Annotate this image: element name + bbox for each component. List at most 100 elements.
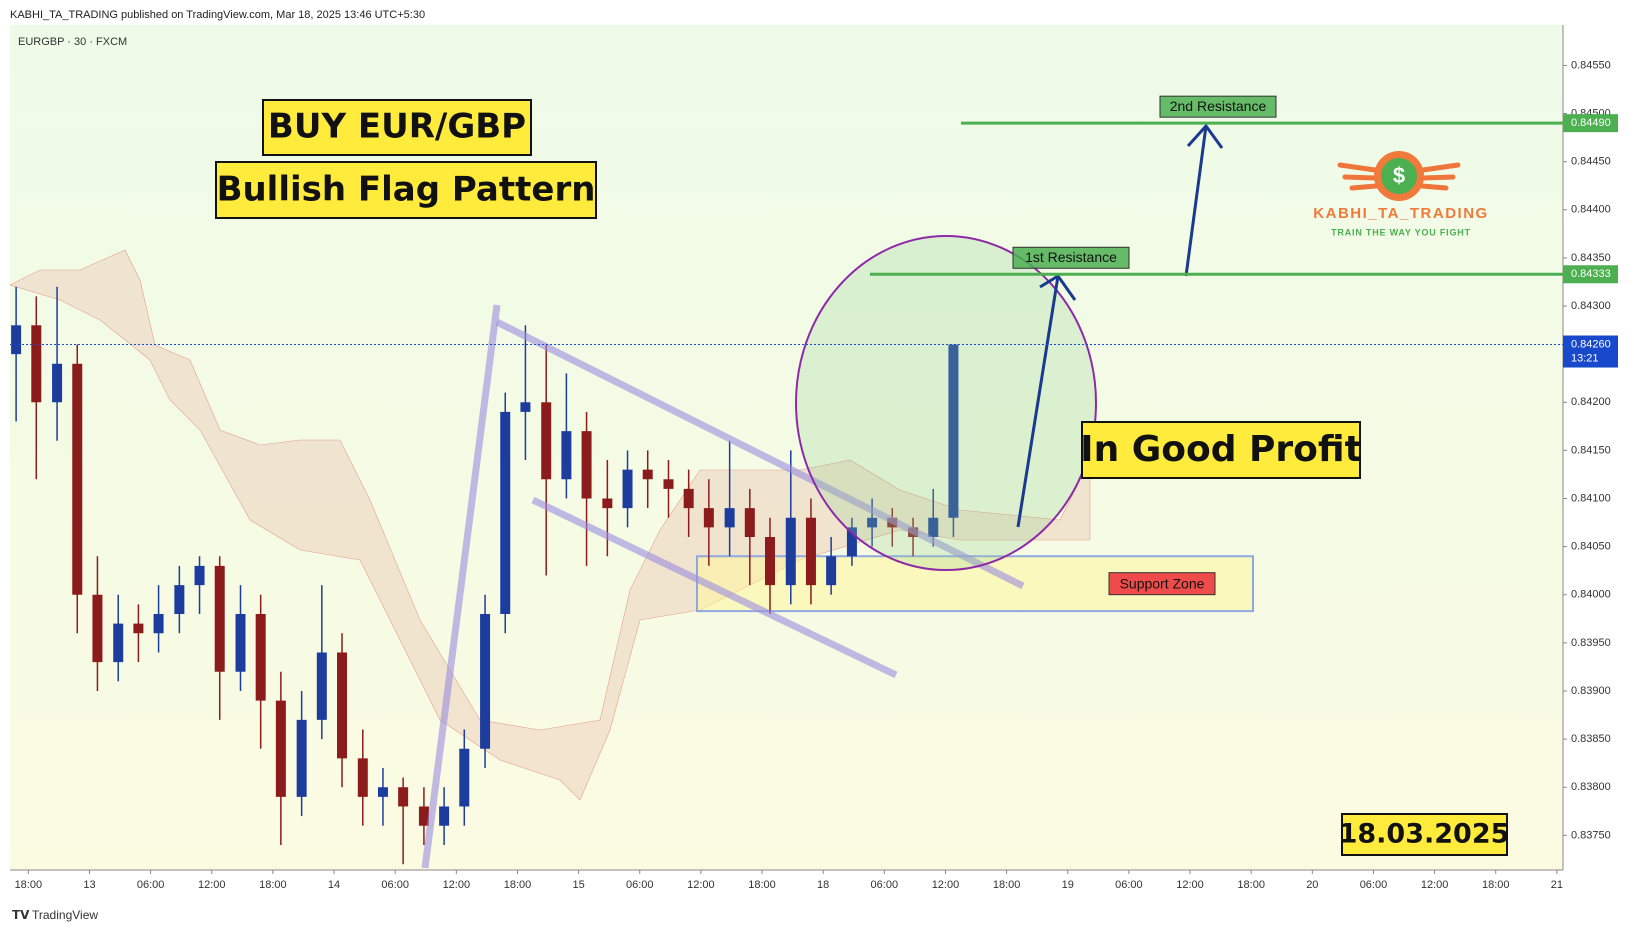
x-tick-label: 06:00: [1115, 879, 1143, 891]
candle-body: [72, 363, 83, 595]
candle-body: [296, 719, 307, 797]
pattern-box: [215, 161, 597, 219]
level-axis-label: 0.84490: [1571, 117, 1611, 129]
x-tick-label: 18:00: [1237, 879, 1265, 891]
x-tick-label: 18:00: [993, 879, 1021, 891]
logo-wings: [1337, 162, 1461, 191]
x-tick-label: 06:00: [626, 879, 654, 891]
candle-body: [500, 411, 511, 614]
resistance-label: 1st Resistance: [1025, 249, 1117, 265]
current-price-label: 0.84260: [1571, 338, 1611, 350]
headline-box: [262, 99, 532, 156]
headline: BUY EUR/GBP: [268, 107, 526, 147]
x-tick-label: 18: [817, 879, 829, 891]
candle-body: [948, 344, 959, 518]
x-tick-label: 12:00: [1176, 879, 1204, 891]
x-tick-label: 13: [83, 879, 95, 891]
candle-body: [805, 517, 816, 586]
logo: $ KABHI_TA_TRADING TRAIN THE WAY YOU FIG…: [1313, 151, 1488, 237]
candle-body: [602, 498, 613, 509]
y-tick-label: 0.83950: [1571, 637, 1611, 649]
x-tick-label: 18:00: [259, 879, 287, 891]
candle-body: [724, 508, 735, 528]
candle-body: [642, 469, 653, 480]
level-axis-label: 0.84333: [1571, 268, 1611, 280]
logo-coin: [1381, 158, 1417, 194]
current-price-box: [1563, 335, 1618, 368]
candle-body: [316, 652, 327, 720]
arrow-1: [1016, 273, 1077, 528]
x-tick-label: 20: [1306, 879, 1318, 891]
candle-body: [867, 517, 878, 528]
y-tick-label: 0.84150: [1571, 444, 1611, 456]
logo-tagline: TRAIN THE WAY YOU FIGHT: [1331, 227, 1471, 237]
y-tick-label: 0.84400: [1571, 204, 1611, 216]
x-tick-label: 12:00: [198, 879, 226, 891]
candle-body: [153, 613, 164, 634]
x-tick-label: 06:00: [871, 879, 899, 891]
y-tick-label: 0.83850: [1571, 733, 1611, 745]
candle-body: [826, 556, 837, 586]
candle-body: [336, 652, 347, 759]
x-tick-label: 12:00: [687, 879, 715, 891]
date-box: [1341, 813, 1508, 856]
y-tick-label: 0.84000: [1571, 589, 1611, 601]
candle-body: [703, 508, 714, 528]
tv-icon: 𝗧𝗩: [12, 908, 30, 922]
y-tick-label: 0.84100: [1571, 492, 1611, 504]
flag-pole: [421, 304, 501, 869]
candle-body: [744, 508, 755, 538]
symbol: EURGBP · 30 · FXCM: [18, 36, 127, 48]
candle-body: [133, 623, 144, 634]
support-label: Support Zone: [1120, 575, 1205, 591]
candle-body: [398, 787, 409, 807]
status: In Good Profit: [1080, 429, 1362, 470]
flag-lower: [531, 496, 898, 679]
candle-body: [255, 613, 266, 701]
resistance-label: 2nd Resistance: [1170, 98, 1267, 114]
y-tick-label: 0.83800: [1571, 781, 1611, 793]
x-tick-label: 06:00: [1360, 879, 1388, 891]
x-tick-label: 19: [1062, 879, 1074, 891]
arrow-2: [1184, 123, 1224, 277]
level-axis-box: [1563, 114, 1618, 133]
x-tick-label: 18:00: [748, 879, 776, 891]
candle-body: [31, 325, 42, 403]
candle-body: [52, 363, 63, 403]
footer: TradingView: [32, 908, 98, 922]
support-label-box: [1108, 572, 1216, 596]
candle-body: [459, 748, 470, 807]
x-tick-label: 21: [1551, 879, 1563, 891]
x-tick-label: 12:00: [443, 879, 471, 891]
candle-body: [928, 517, 939, 538]
flag-upper: [495, 318, 1025, 590]
status-box: [1081, 421, 1361, 479]
x-tick-label: 18:00: [15, 879, 43, 891]
candle-body: [418, 806, 429, 826]
candle-body: [561, 431, 572, 480]
level-axis-box: [1563, 265, 1618, 284]
candle-body: [683, 488, 694, 509]
y-tick-label: 0.84050: [1571, 541, 1611, 553]
logo-name: KABHI_TA_TRADING: [1313, 205, 1488, 222]
candle-body: [377, 787, 388, 797]
x-tick-label: 12:00: [932, 879, 960, 891]
y-tick-label: 0.84450: [1571, 156, 1611, 168]
x-tick-label: 15: [572, 879, 584, 891]
y-tick-label: 0.84550: [1571, 59, 1611, 71]
y-tick-label: 0.84200: [1571, 396, 1611, 408]
candle-body: [663, 479, 674, 489]
x-tick-label: 06:00: [381, 879, 409, 891]
y-tick-label: 0.83900: [1571, 685, 1611, 697]
candle-body: [194, 565, 205, 586]
candle-body: [541, 402, 552, 480]
candle-body: [764, 537, 775, 586]
logo-symbol: $: [1393, 163, 1405, 188]
candle-body: [174, 585, 185, 614]
candle-body: [439, 806, 450, 826]
candle-body: [235, 613, 246, 672]
marks: [11, 286, 1254, 865]
date: 18.03.2025: [1339, 819, 1510, 850]
publisher: KABHI_TA_TRADING published on TradingVie…: [10, 9, 425, 21]
